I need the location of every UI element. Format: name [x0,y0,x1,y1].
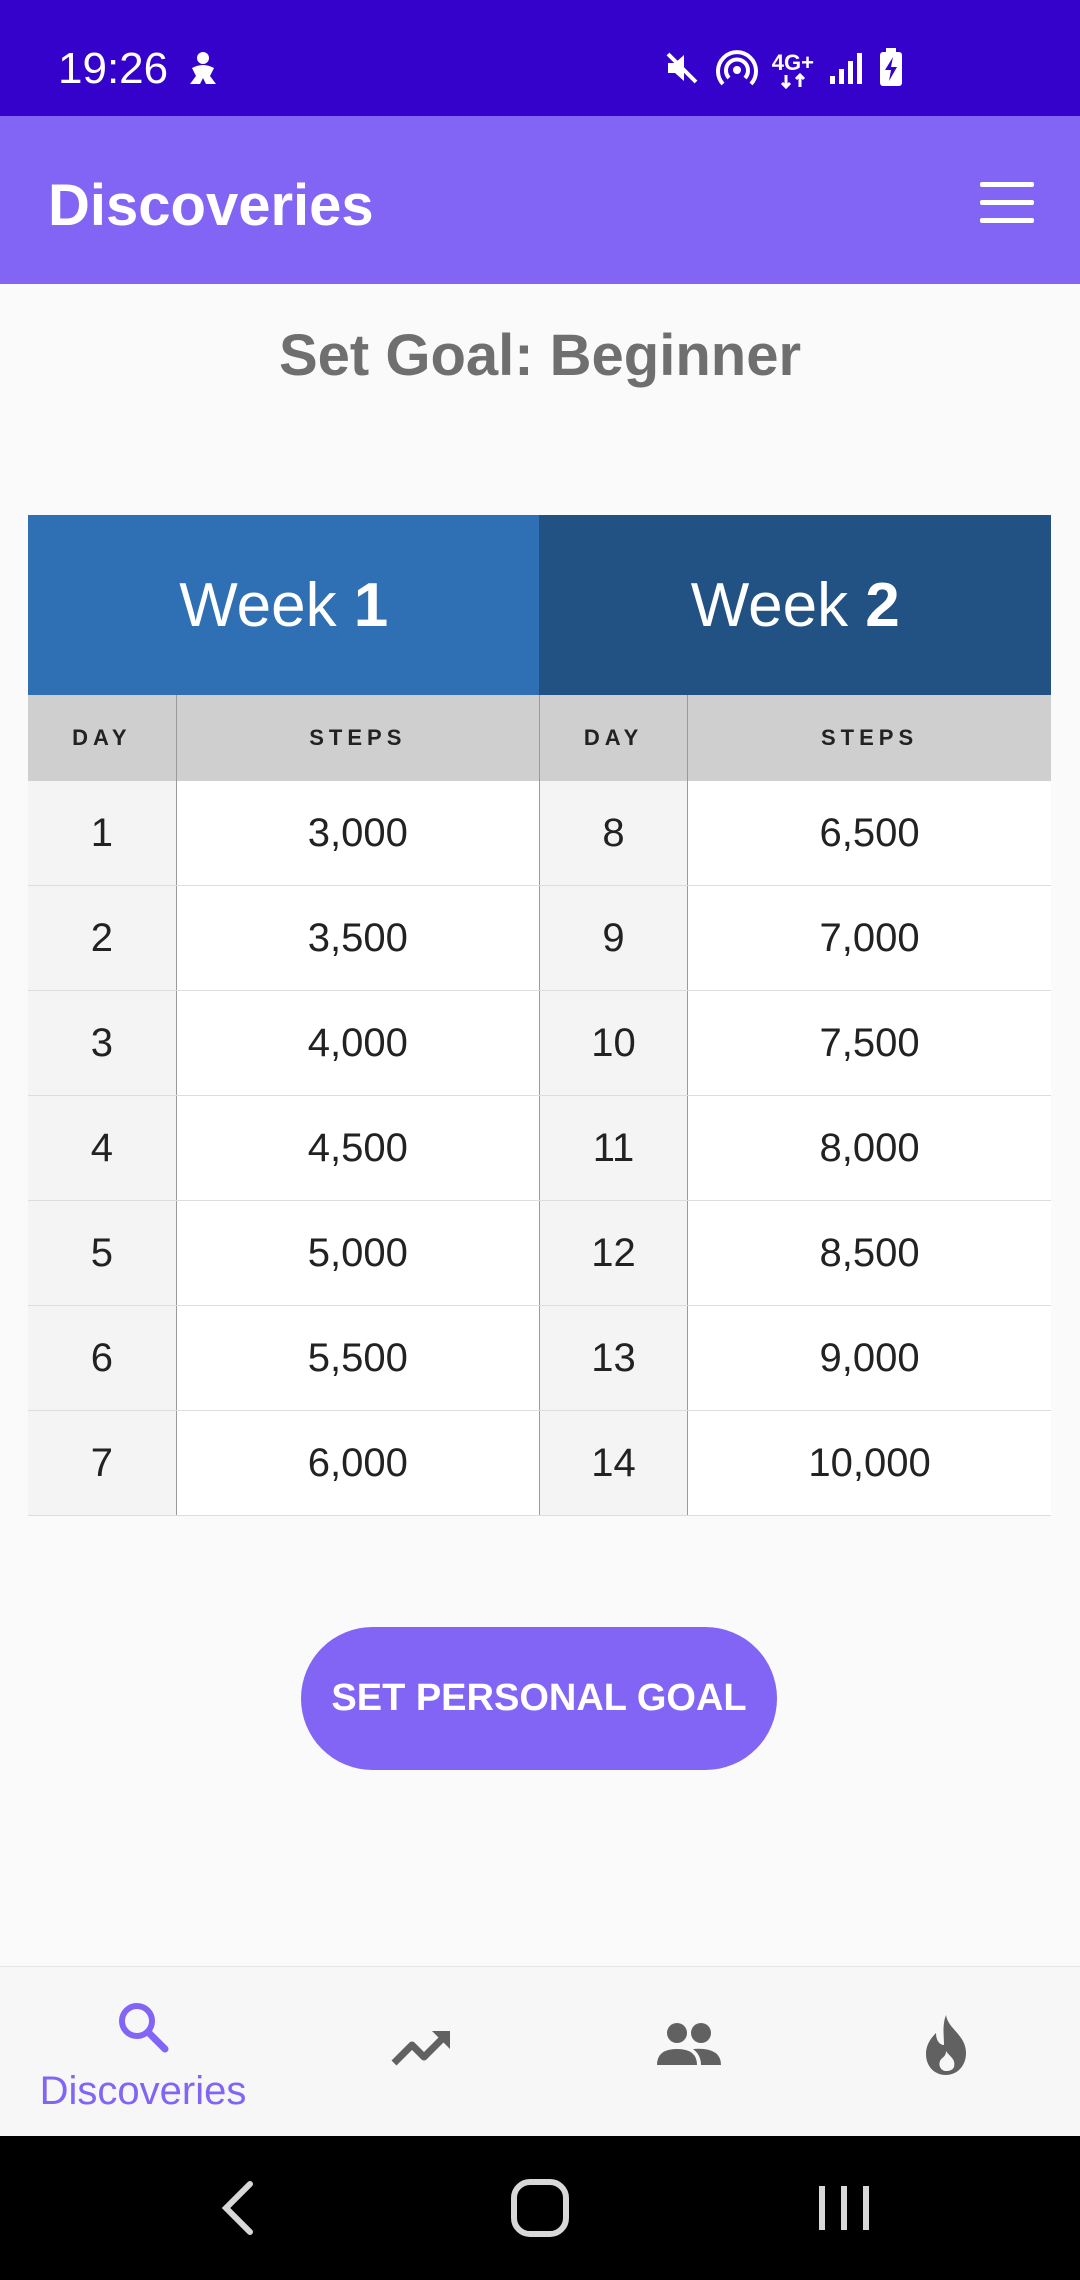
table-row: 5 5,000 12 8,500 [28,1200,1051,1306]
week-prefix: Week [179,570,354,640]
nav-item-trends[interactable] [285,1967,555,2137]
steps-cell: 3,500 [176,885,540,991]
set-personal-goal-button[interactable]: SET PERSONAL GOAL [301,1627,777,1770]
table-row: 2 3,500 9 7,000 [28,885,1051,991]
back-icon[interactable] [214,2176,264,2240]
steps-cell: 7,500 [687,990,1051,1096]
steps-cell: 8,500 [687,1200,1051,1306]
people-icon [657,2023,721,2065]
day-cell: 5 [28,1200,177,1306]
week-number: 2 [865,570,900,640]
steps-cell: 10,000 [687,1410,1051,1516]
day-column-header: DAY [539,695,689,781]
steps-cell: 7,000 [687,885,1051,991]
steps-cell: 6,500 [687,781,1051,886]
day-cell: 8 [539,781,689,886]
nav-item-people[interactable] [548,1967,818,2137]
week-prefix: Week [690,570,866,640]
status-time: 19:26 [58,44,169,93]
mute-icon [662,48,702,93]
steps-column-header: STEPS [687,695,1051,781]
flame-icon [926,2015,966,2075]
table-row: 4 4,500 11 8,000 [28,1095,1051,1201]
table-row: 1 3,000 8 6,500 [28,781,1051,886]
trending-up-icon [391,2031,450,2066]
nav-item-discoveries[interactable]: Discoveries [8,1967,278,2137]
day-cell: 13 [539,1305,689,1411]
steps-cell: 5,500 [176,1305,540,1411]
person-icon [186,50,220,95]
day-cell: 3 [28,990,177,1096]
day-cell: 12 [539,1200,689,1306]
day-cell: 6 [28,1305,177,1411]
week-1-header: Week 1 [28,515,540,695]
table-row: 6 5,500 13 9,000 [28,1305,1051,1411]
steps-cell: 8,000 [687,1095,1051,1201]
signal-icon [828,50,864,91]
battery-charging-icon [878,48,904,93]
day-cell: 14 [539,1410,689,1516]
nav-label: Discoveries [39,2069,247,2113]
network-label: 4G+ [771,49,814,75]
steps-cell: 5,000 [176,1200,540,1306]
day-cell: 9 [539,885,689,991]
app-bar: Discoveries [0,116,1080,284]
app-title: Discoveries [48,173,374,238]
page-title: Set Goal: Beginner [278,323,802,388]
steps-cell: 4,000 [176,990,540,1096]
week-number: 1 [353,570,389,640]
steps-cell: 4,500 [176,1095,540,1201]
status-icons: 4G+ [662,48,904,93]
network-4g-icon: 4G+ [771,49,814,89]
day-cell: 10 [539,990,689,1096]
hamburger-menu-icon[interactable] [976,180,1036,228]
day-column-header: DAY [28,695,177,781]
steps-cell: 9,000 [687,1305,1051,1411]
hotspot-icon [715,48,758,93]
steps-column-header: STEPS [176,695,540,781]
day-cell: 1 [28,781,177,886]
day-cell: 11 [539,1095,689,1201]
recents-icon[interactable] [812,2176,876,2240]
steps-cell: 3,000 [176,781,540,886]
steps-cell: 6,000 [176,1410,540,1516]
steps-table: Week 1 Week 2 DAY STEPS DAY STEPS 1 3,00… [28,515,1051,1516]
table-row: 3 4,000 10 7,500 [28,990,1051,1096]
day-cell: 4 [28,1095,177,1201]
day-cell: 7 [28,1410,177,1516]
home-icon[interactable] [508,2176,572,2240]
search-icon [119,2003,169,2053]
bottom-navigation: Discoveries [0,1966,1080,2137]
day-cell: 2 [28,885,177,991]
table-row: 7 6,000 14 10,000 [28,1410,1051,1516]
status-bar: 19:26 4G+ [0,0,1080,116]
week-2-header: Week 2 [539,515,1051,695]
system-navigation-bar [0,2136,1080,2280]
nav-item-streak[interactable] [811,1967,1080,2137]
